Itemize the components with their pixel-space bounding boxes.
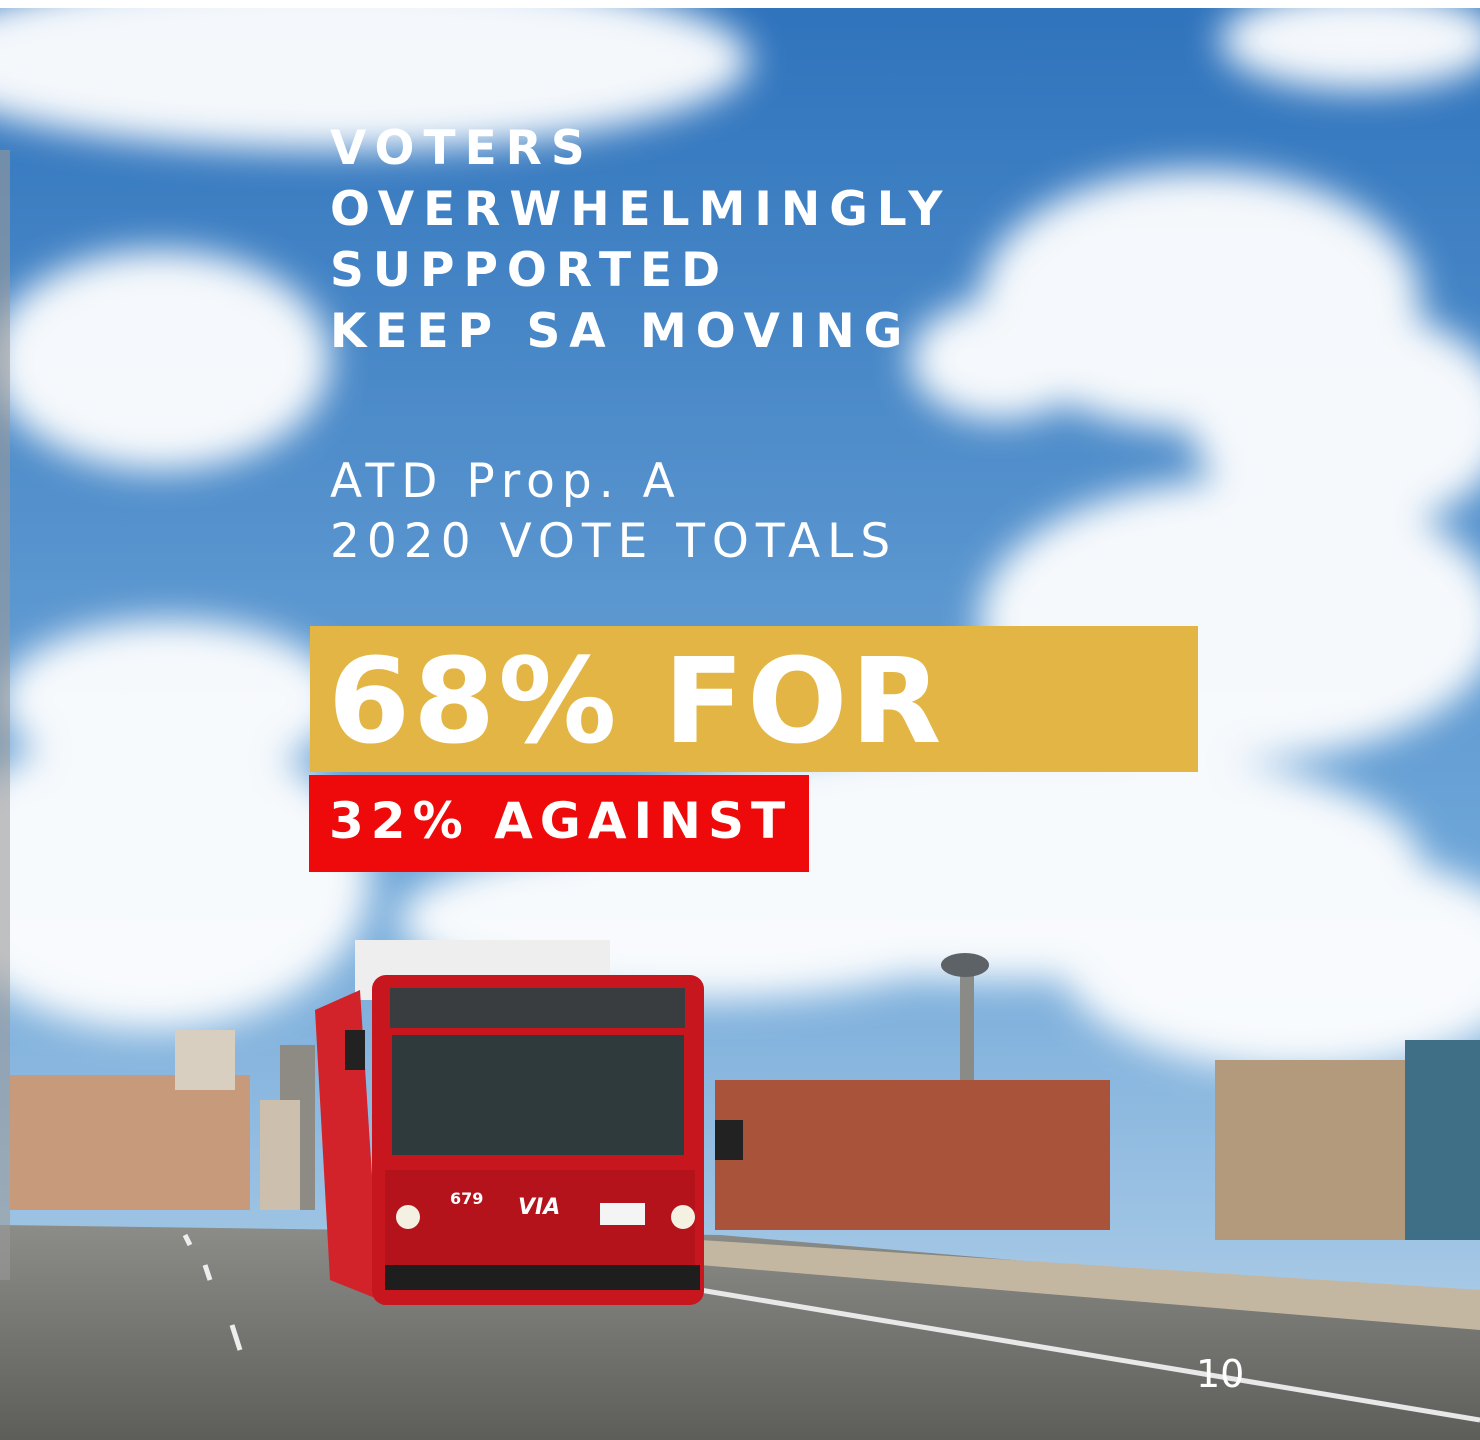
subtitle: ATD Prop. A 2020 VOTE TOTALS [330, 452, 897, 572]
against-result: 32% AGAINST [329, 791, 792, 851]
headline-line: OVERWHELMINGLY [330, 179, 951, 240]
bus-logo: VIA [518, 1195, 560, 1220]
subtitle-line: ATD Prop. A [330, 452, 897, 512]
bus-number: 679 [450, 1189, 483, 1208]
against-box: 32% AGAINST [309, 775, 809, 872]
headline-line: SUPPORTED [330, 240, 951, 301]
subtitle-line: 2020 VOTE TOTALS [330, 512, 897, 572]
page: 679 VIA VOTERS OVERWHELMINGLY SUPPORTED … [0, 0, 1480, 1440]
for-result: 68% FOR [328, 636, 944, 766]
headline-line: VOTERS [330, 118, 951, 179]
headline: VOTERS OVERWHELMINGLY SUPPORTED KEEP SA … [330, 118, 951, 362]
page-number: 10 [1196, 1352, 1244, 1396]
headline-line: KEEP SA MOVING [330, 301, 951, 362]
for-box: 68% FOR [310, 626, 1198, 772]
